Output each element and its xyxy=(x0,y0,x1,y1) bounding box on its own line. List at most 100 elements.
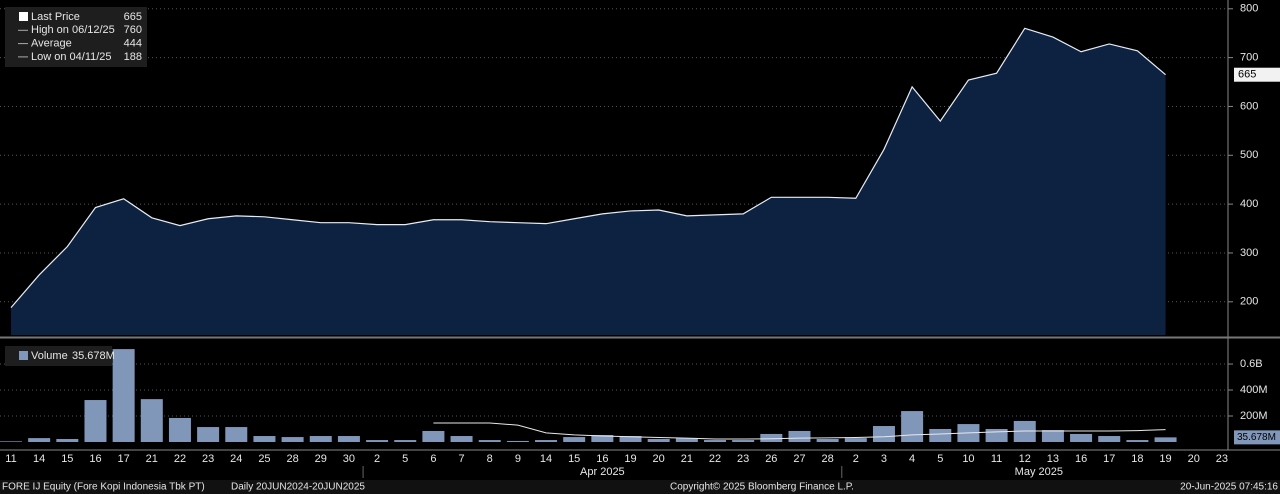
volume-bar xyxy=(337,436,360,442)
legend-label: Last Price xyxy=(31,11,80,23)
price-area xyxy=(11,28,1166,336)
volume-bar xyxy=(506,440,529,442)
x-tick-label: 22 xyxy=(174,453,186,465)
legend-value: 665 xyxy=(124,11,142,23)
volume-bar xyxy=(309,436,332,442)
volume-bar xyxy=(0,441,22,442)
volume-bar xyxy=(422,430,445,442)
legend-label: Low on 04/11/25 xyxy=(31,51,112,63)
legend-value: 760 xyxy=(124,24,142,36)
x-tick-label: 5 xyxy=(937,453,943,465)
volume-bar xyxy=(704,440,726,442)
x-tick-label: 20 xyxy=(653,453,665,465)
y-tick-label: 700 xyxy=(1240,52,1258,64)
plot-layer xyxy=(0,8,1228,442)
volume-bar xyxy=(1154,437,1177,442)
x-tick-label: 18 xyxy=(1131,453,1143,465)
x-tick-label: 15 xyxy=(61,453,73,465)
volume-bar xyxy=(197,427,220,442)
x-tick-label: 13 xyxy=(1047,453,1059,465)
x-tick-label: 28 xyxy=(822,453,834,465)
volume-bar xyxy=(140,399,163,442)
volume-bar xyxy=(1013,420,1036,442)
y-tick-label: 500 xyxy=(1240,149,1258,161)
volume-bar xyxy=(168,417,191,442)
y-tick-label: 800 xyxy=(1240,3,1258,15)
volume-bar xyxy=(225,427,248,442)
volume-bar xyxy=(535,440,558,442)
y-tick-label: 600 xyxy=(1240,100,1258,112)
last-price-tag xyxy=(1234,67,1280,82)
x-tick-label: 23 xyxy=(202,453,214,465)
volume-bar xyxy=(394,440,417,442)
legend-value: 188 xyxy=(124,51,142,63)
volume-bar xyxy=(281,437,304,442)
y-tick-label: 300 xyxy=(1240,247,1258,259)
volume-bar xyxy=(619,436,642,442)
x-tick-label: 3 xyxy=(881,453,887,465)
month-label: May 2025 xyxy=(1015,466,1063,478)
x-tick-label: 28 xyxy=(286,453,298,465)
y-tick-label: 400 xyxy=(1240,198,1258,210)
x-tick-label: 14 xyxy=(540,453,552,465)
legend-box xyxy=(5,346,112,366)
x-tick-label: 23 xyxy=(737,453,749,465)
volume-bar xyxy=(112,349,135,442)
legend-swatch xyxy=(19,12,28,21)
volume-bar xyxy=(675,438,698,442)
legend-label: Average xyxy=(31,38,72,50)
volume-bar xyxy=(872,426,895,442)
volume-bar xyxy=(788,430,811,442)
y-tick-label: 0.6B xyxy=(1240,358,1263,370)
volume-bar xyxy=(1126,440,1149,442)
x-tick-label: 9 xyxy=(515,453,521,465)
y-tick-label: 400M xyxy=(1240,384,1268,396)
volume-bar xyxy=(985,429,1008,442)
footer-timestamp: 20-Jun-2025 07:45:16 xyxy=(1180,482,1278,493)
volume-bar xyxy=(901,411,924,442)
footer-period: Daily 20JUN2024-20JUN2025 xyxy=(231,482,365,493)
y-tick-label: 200 xyxy=(1240,296,1258,308)
month-label: Apr 2025 xyxy=(580,466,625,478)
x-tick-label: 23 xyxy=(1216,453,1228,465)
volume-bar xyxy=(1070,433,1093,442)
volume-bar xyxy=(591,434,614,442)
volume-bar xyxy=(366,440,389,442)
legend-label: High on 06/12/25 xyxy=(31,24,115,36)
x-tick-label: 12 xyxy=(1019,453,1031,465)
x-tick-label: 10 xyxy=(962,453,974,465)
legend-value: 444 xyxy=(124,38,142,50)
x-tick-label: 22 xyxy=(709,453,721,465)
x-tick-label: 30 xyxy=(343,453,355,465)
footer-security: FORE IJ Equity (Fore Kopi Indonesia Tbk … xyxy=(2,482,205,493)
x-tick-label: 4 xyxy=(909,453,915,465)
volume-bar xyxy=(563,437,586,442)
volume-bar xyxy=(253,436,276,442)
x-tick-label: 16 xyxy=(596,453,608,465)
x-tick-label: 8 xyxy=(487,453,493,465)
volume-bar xyxy=(450,436,473,442)
volume-bar xyxy=(1098,436,1121,442)
legend-value: 35.678M xyxy=(72,350,115,362)
x-tick-label: 20 xyxy=(1188,453,1200,465)
status-bar xyxy=(0,480,1280,494)
y-tick-label: 200M xyxy=(1240,410,1268,422)
x-tick-label: 2 xyxy=(853,453,859,465)
volume-bar xyxy=(647,439,670,442)
x-tick-label: 21 xyxy=(681,453,693,465)
volume-bar xyxy=(929,429,952,442)
last-volume-tag-label: 35.678M xyxy=(1237,432,1276,443)
volume-bar xyxy=(732,440,755,442)
x-tick-label: 24 xyxy=(230,453,242,465)
x-tick-label: 29 xyxy=(315,453,327,465)
x-tick-label: 19 xyxy=(1159,453,1171,465)
x-tick-label: 16 xyxy=(89,453,101,465)
volume-bar xyxy=(28,438,51,442)
x-tick-label: 5 xyxy=(402,453,408,465)
volume-bar xyxy=(844,438,867,442)
x-tick-label: 16 xyxy=(1075,453,1087,465)
x-tick-label: 17 xyxy=(1103,453,1115,465)
volume-bar xyxy=(84,400,107,442)
x-tick-label: 25 xyxy=(258,453,270,465)
